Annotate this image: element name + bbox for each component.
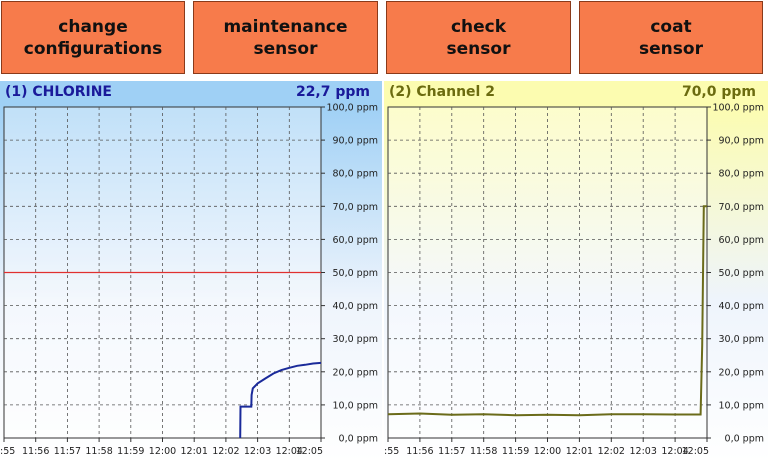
x-tick-label: 11:59 xyxy=(117,446,144,457)
channel2-panel: (2) Channel 2 70,0 ppm 0,0 ppm 10,0 ppm 20… xyxy=(384,81,768,461)
y-tick-label: 20,0 ppm xyxy=(333,367,379,378)
y-tick-label: 50,0 ppm xyxy=(719,268,765,279)
x-tick-label: 12:05 xyxy=(682,446,709,457)
y-tick-label: 70,0 ppm xyxy=(719,202,765,213)
channel2-panel-header: (2) Channel 2 70,0 ppm xyxy=(384,81,768,105)
chlorine-title: (1) CHLORINE xyxy=(5,84,112,100)
y-tick-label: 100,0 ppm xyxy=(326,103,378,114)
y-tick-label: 0,0 ppm xyxy=(339,434,378,445)
y-tick-label: 30,0 ppm xyxy=(333,334,379,345)
coat-sensor-button[interactable]: coat sensor xyxy=(579,1,763,74)
chlorine-panel-header: (1) CHLORINE 22,7 ppm xyxy=(0,81,382,105)
y-tick-label: 90,0 ppm xyxy=(333,136,379,147)
maintenance-sensor-button[interactable]: maintenance sensor xyxy=(193,1,378,74)
chlorine-panel: (1) CHLORINE 22,7 ppm 0,0 ppm 10,0 ppm 20,… xyxy=(0,81,382,461)
y-tick-label: 80,0 ppm xyxy=(719,169,765,180)
x-tick-label: 11:59 xyxy=(502,446,529,457)
chart-background xyxy=(0,105,382,461)
x-tick-label: 12:05 xyxy=(296,446,323,457)
y-tick-label: 60,0 ppm xyxy=(719,235,765,246)
chlorine-chart: 0,0 ppm 10,0 ppm 20,0 ppm 30,0 ppm 40,0 ppm 5… xyxy=(0,103,382,461)
x-tick-label: 11:57 xyxy=(54,446,81,457)
chart-background xyxy=(384,105,768,461)
y-tick-label: 40,0 ppm xyxy=(333,301,379,312)
x-tick-label: 12:02 xyxy=(212,446,239,457)
x-tick-label: 12:00 xyxy=(534,446,561,457)
x-tick-label: 12:03 xyxy=(244,446,271,457)
channel2-title: (2) Channel 2 xyxy=(389,84,495,100)
x-tick-label: 11:58 xyxy=(470,446,497,457)
x-tick-label: 12:04 xyxy=(276,446,303,457)
x-tick-label: 12:00 xyxy=(149,446,176,457)
toolbar: change configurations maintenance sensor… xyxy=(0,0,768,80)
x-tick-label: 12:04 xyxy=(661,446,688,457)
x-tick-label: 12:01 xyxy=(181,446,208,457)
y-tick-label: 10,0 ppm xyxy=(719,400,765,411)
channel2-chart: 0,0 ppm 10,0 ppm 20,0 ppm 30,0 ppm 40,0 ppm 5… xyxy=(384,103,768,461)
channel2-value: 70,0 ppm xyxy=(681,84,756,100)
y-tick-label: 80,0 ppm xyxy=(333,169,379,180)
x-tick-label: :55 xyxy=(0,446,15,457)
y-tick-label: 90,0 ppm xyxy=(719,136,765,147)
x-tick-label: 11:56 xyxy=(406,446,433,457)
x-tick-label: 12:01 xyxy=(566,446,593,457)
y-tick-label: 60,0 ppm xyxy=(333,235,379,246)
x-tick-label: 11:58 xyxy=(85,446,112,457)
y-tick-label: 50,0 ppm xyxy=(333,268,379,279)
y-tick-label: 10,0 ppm xyxy=(333,400,379,411)
y-tick-label: 40,0 ppm xyxy=(719,301,765,312)
series-line xyxy=(387,205,707,417)
y-tick-label: 70,0 ppm xyxy=(333,202,379,213)
x-tick-label: 11:56 xyxy=(22,446,49,457)
y-tick-label: 30,0 ppm xyxy=(719,334,765,345)
y-tick-label: 20,0 ppm xyxy=(719,367,765,378)
x-tick-label: 12:03 xyxy=(630,446,657,457)
x-tick-label: 11:57 xyxy=(438,446,465,457)
y-tick-label: 0,0 ppm xyxy=(725,434,764,445)
y-tick-label: 100,0 ppm xyxy=(712,103,764,114)
series-line xyxy=(239,361,322,439)
check-sensor-button[interactable]: check sensor xyxy=(386,1,571,74)
x-tick-label: 12:02 xyxy=(598,446,625,457)
change-configurations-button[interactable]: change configurations xyxy=(1,1,185,74)
x-tick-label: :55 xyxy=(384,446,399,457)
chlorine-value: 22,7 ppm xyxy=(295,84,370,100)
